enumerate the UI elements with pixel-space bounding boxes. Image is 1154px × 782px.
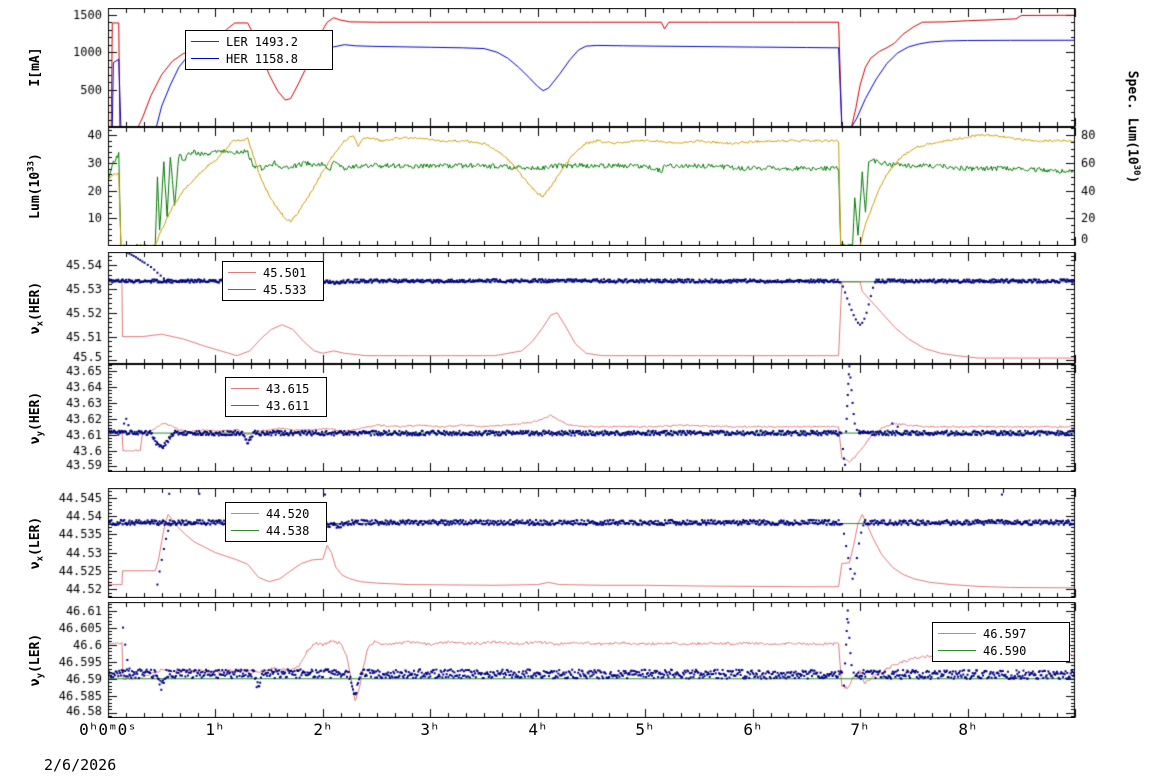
setpoint-line-sample: [231, 388, 259, 389]
nux-her-plot: [0, 252, 1154, 364]
y-axis-label-nux-her: νx(HER): [27, 281, 46, 335]
nuy-ler-reference-value: 46.590: [983, 643, 1027, 658]
x-tick-label: 1ʰ: [205, 720, 225, 739]
nuy-her-plot: [0, 364, 1154, 472]
nux-ler-reference-value: 44.538: [266, 523, 310, 538]
nuy-her-setpoint-value: 43.615: [266, 381, 310, 396]
beam-current-plot: [0, 8, 1154, 127]
x-tick-label: 0ʰ0ᵐ0ˢ: [79, 720, 137, 739]
nux-ler-setpoint-value: 44.520: [266, 506, 310, 521]
setpoint-line-sample: [938, 633, 976, 634]
x-tick-label: 6ʰ: [743, 720, 763, 739]
x-tick-label: 2ʰ: [313, 720, 333, 739]
x-tick-label: 8ʰ: [958, 720, 978, 739]
nux-ler-legend: 44.520 44.538: [225, 502, 327, 542]
legend-series-name: LER: [226, 34, 248, 49]
nux-her-setpoint-value: 45.501: [263, 265, 307, 280]
legend-entry-setpoint: 43.615: [231, 380, 321, 397]
date-label: 2/6/2026: [44, 756, 117, 774]
legend-entry-setpoint: 44.520: [231, 505, 321, 522]
x-tick-label: 5ʰ: [635, 720, 655, 739]
nux-her-reference-value: 45.533: [263, 282, 307, 297]
nux-ler-plot: [0, 488, 1154, 598]
nuy-ler-legend: 46.597 46.590: [932, 622, 1070, 662]
ler-line-sample: [191, 41, 219, 42]
y-axis-label-specific-luminosity: Spec. Lum(1030): [1124, 70, 1142, 184]
ler-current-value: 1493.2: [254, 34, 299, 49]
legend-entry-setpoint: 45.501: [228, 264, 318, 281]
current-legend: LER 1493.2 HER 1158.8: [185, 30, 333, 70]
setpoint-line-sample: [228, 272, 256, 273]
legend-entry-ler: LER 1493.2: [191, 33, 327, 50]
x-tick-label: 4ʰ: [528, 720, 548, 739]
y-axis-label-luminosity: Lum(1033): [26, 153, 43, 219]
nuy-ler-setpoint-value: 46.597: [983, 626, 1027, 641]
nuy-her-legend: 43.615 43.611: [225, 377, 327, 417]
x-tick-label: 7ʰ: [850, 720, 870, 739]
setpoint-line-sample: [231, 513, 259, 514]
her-line-sample: [191, 58, 219, 59]
reference-line-sample: [938, 650, 976, 651]
luminosity-plot: [0, 127, 1154, 246]
her-current-value: 1158.8: [254, 51, 299, 66]
legend-entry-setpoint: 46.597: [938, 625, 1064, 642]
legend-entry-reference: 44.538: [231, 522, 321, 539]
nuy-her-reference-value: 43.611: [266, 398, 310, 413]
nux-her-legend: 45.501 45.533: [222, 261, 324, 301]
legend-series-name: HER: [226, 51, 248, 66]
legend-entry-reference: 45.533: [228, 281, 318, 298]
y-axis-label-current: I[mA]: [27, 47, 43, 87]
reference-line-sample: [231, 405, 259, 406]
x-tick-label: 3ʰ: [420, 720, 440, 739]
y-axis-label-nuy-her: νy(HER): [27, 391, 46, 445]
legend-entry-her: HER 1158.8: [191, 50, 327, 67]
y-axis-label-nux-ler: νx(LER): [27, 516, 46, 570]
legend-entry-reference: 46.590: [938, 642, 1064, 659]
x-axis: 0ʰ0ᵐ0ˢ 1ʰ 2ʰ 3ʰ 4ʰ 5ʰ 6ʰ 7ʰ 8ʰ: [0, 718, 1154, 746]
legend-entry-reference: 43.611: [231, 397, 321, 414]
reference-line-sample: [231, 530, 259, 531]
y-axis-label-nuy-ler: νy(LER): [27, 633, 46, 687]
reference-line-sample: [228, 289, 256, 290]
